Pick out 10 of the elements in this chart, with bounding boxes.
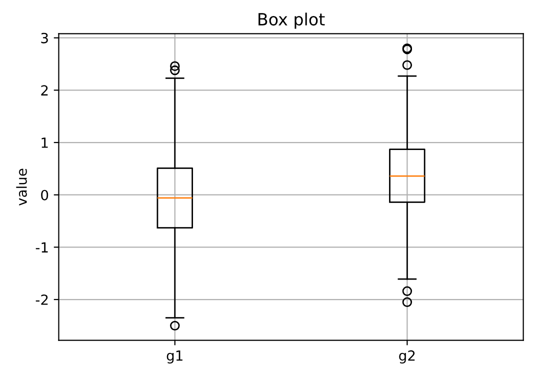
y-axis-title: value: [16, 168, 27, 206]
y-tick-label: 0: [41, 190, 48, 200]
x-tick-label: g1: [166, 350, 182, 364]
x-tick-label: g2: [399, 350, 415, 364]
y-tick-label: 2: [41, 85, 48, 96]
y-tick-label: 3: [41, 32, 48, 44]
chart-title: Box plot: [258, 12, 325, 29]
y-tick-label: -2: [36, 294, 48, 305]
y-tick-label: -1: [36, 242, 48, 252]
y-tick-label: 1: [42, 138, 48, 148]
